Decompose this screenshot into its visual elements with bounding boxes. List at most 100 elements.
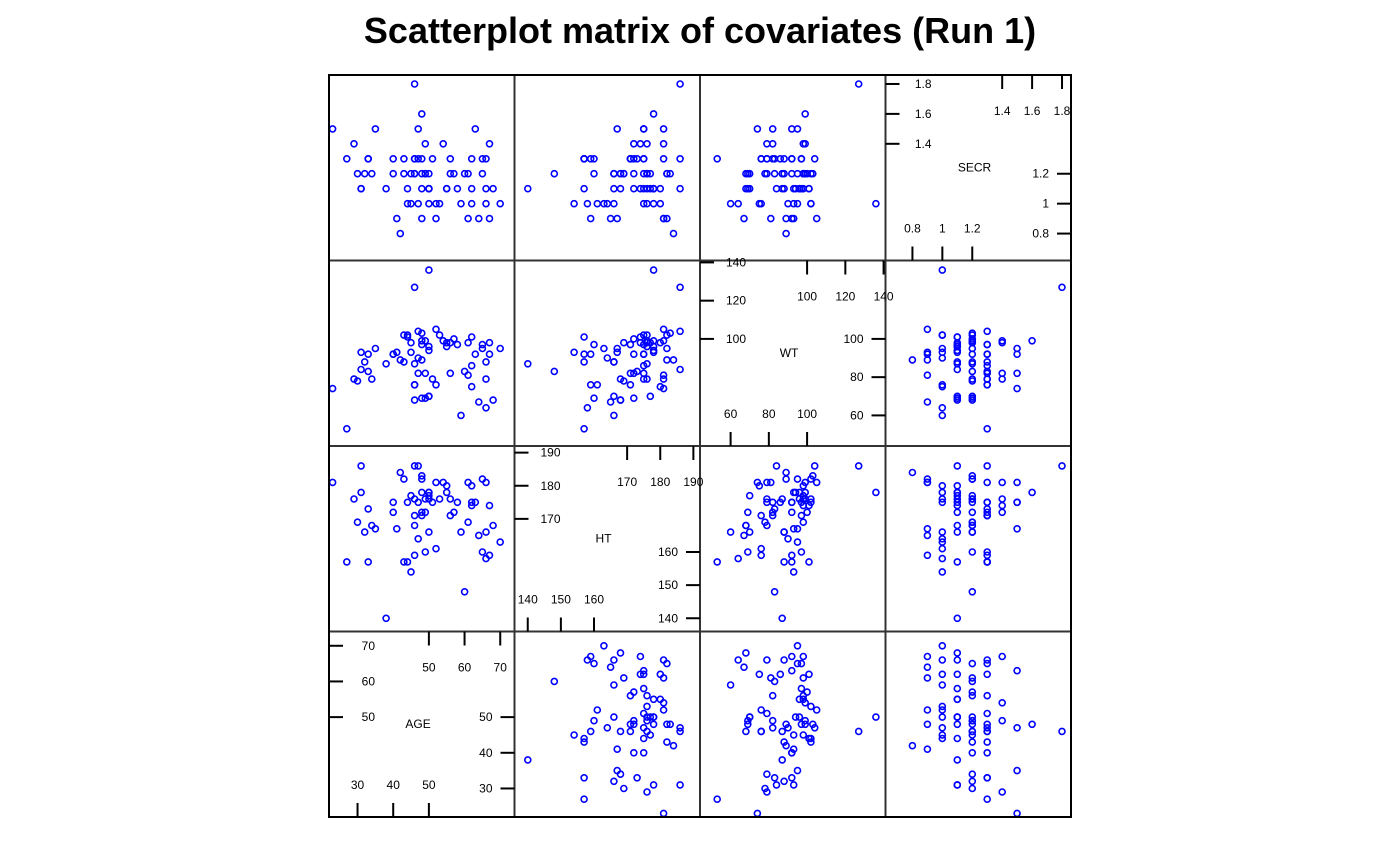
data-point	[784, 534, 792, 543]
data-point	[389, 498, 398, 507]
data-point	[389, 155, 398, 163]
data-point	[782, 468, 790, 477]
tick-label: 1	[939, 222, 946, 236]
data-point	[968, 587, 977, 596]
scatter-panel-age-vs-wt	[713, 641, 880, 818]
data-point	[789, 568, 798, 576]
data-point	[763, 656, 771, 664]
data-point	[626, 340, 635, 349]
data-point	[421, 508, 430, 517]
data-point	[757, 544, 766, 553]
data-point	[342, 424, 351, 433]
data-point	[805, 670, 813, 679]
scatter-panel-secr-vs-ht	[523, 80, 684, 238]
data-point	[938, 568, 947, 576]
data-point	[392, 214, 401, 223]
data-point	[745, 169, 754, 178]
data-point	[600, 199, 608, 208]
data-point	[626, 380, 635, 389]
data-point	[778, 614, 787, 623]
data-point	[467, 333, 476, 341]
data-point	[464, 518, 472, 527]
data-point	[613, 348, 622, 357]
data-point	[923, 371, 932, 380]
data-point	[659, 325, 668, 334]
data-point	[968, 475, 977, 483]
data-point	[713, 558, 722, 566]
data-point	[766, 214, 775, 223]
data-point	[983, 327, 992, 336]
data-point	[629, 716, 638, 725]
data-point	[778, 727, 787, 736]
tick-label: 150	[551, 593, 571, 607]
data-point	[410, 169, 419, 178]
data-point	[787, 652, 796, 661]
data-point	[983, 723, 992, 732]
data-point	[953, 508, 962, 517]
data-point	[676, 327, 684, 336]
data-point	[770, 773, 779, 782]
data-point	[407, 348, 415, 357]
data-point	[797, 511, 806, 520]
data-point	[474, 531, 483, 540]
data-point	[649, 266, 658, 274]
data-point	[639, 361, 648, 370]
data-point	[639, 748, 648, 757]
data-point	[742, 184, 750, 193]
data-point	[457, 199, 465, 208]
data-point	[789, 731, 798, 739]
data-point	[610, 184, 618, 193]
data-point	[417, 155, 426, 163]
diagonal-panel-age: AGE 50 60 70 50 60 70 30 40 50 30 40 50	[329, 631, 515, 817]
scatter-panel-age-vs-secr	[908, 641, 1066, 818]
data-point	[471, 350, 480, 359]
data-point	[496, 199, 505, 208]
data-point	[1013, 666, 1021, 675]
data-point	[407, 568, 415, 576]
scatter-panel-secr-vs-age	[328, 80, 505, 238]
data-point	[938, 681, 947, 689]
data-point	[763, 770, 771, 779]
data-point	[593, 199, 602, 208]
data-point	[768, 691, 777, 700]
tick-label: 80	[762, 407, 776, 421]
data-point	[1028, 720, 1036, 729]
data-point	[656, 199, 665, 208]
data-point	[649, 346, 658, 355]
data-point	[629, 350, 638, 359]
data-point	[586, 214, 595, 223]
data-point	[619, 784, 628, 793]
data-point	[474, 398, 483, 406]
data-point	[780, 558, 788, 566]
data-point	[968, 528, 977, 536]
data-point	[425, 528, 433, 536]
data-point	[428, 375, 437, 383]
data-point	[421, 548, 430, 556]
data-point	[776, 670, 785, 679]
data-point	[968, 344, 977, 353]
data-point	[968, 659, 977, 668]
data-point	[784, 199, 792, 208]
data-point	[659, 214, 668, 223]
variable-label: HT	[596, 531, 613, 545]
data-point	[797, 548, 806, 556]
data-point	[766, 478, 775, 487]
data-point	[743, 548, 752, 556]
data-point	[791, 713, 800, 721]
data-point	[523, 756, 532, 764]
data-point	[371, 125, 380, 133]
data-point	[938, 403, 947, 412]
data-point	[983, 375, 992, 383]
data-point	[485, 501, 494, 510]
data-point	[787, 508, 796, 517]
data-point	[586, 727, 595, 736]
data-point	[968, 727, 977, 736]
data-point	[367, 375, 376, 383]
tick-label: 100	[843, 332, 863, 346]
data-point	[649, 720, 658, 729]
data-point	[586, 350, 595, 359]
data-point	[968, 491, 977, 500]
data-point	[787, 666, 796, 675]
data-point	[610, 392, 618, 401]
data-point	[649, 695, 658, 704]
